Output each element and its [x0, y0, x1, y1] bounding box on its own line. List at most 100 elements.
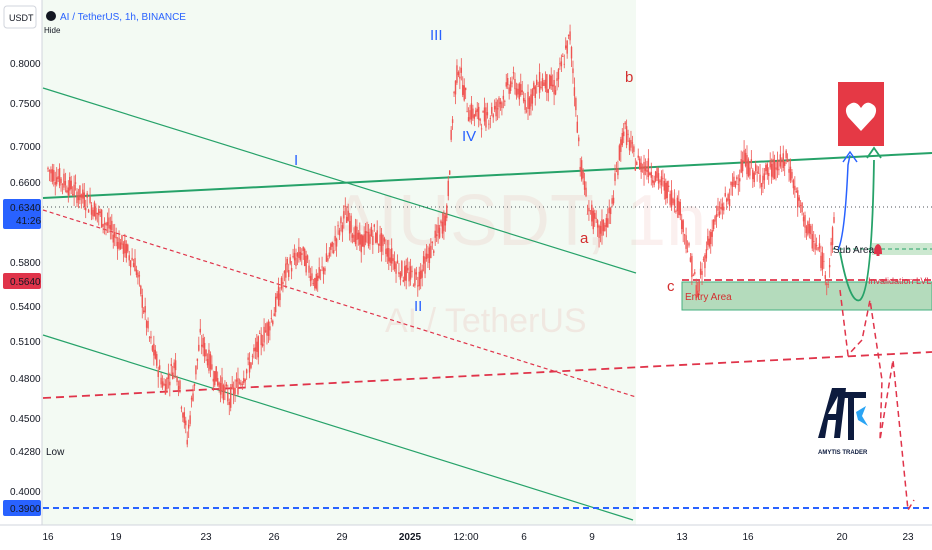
candle-body — [623, 131, 625, 137]
candle-body — [611, 198, 613, 204]
candle-body — [325, 253, 328, 262]
entry-area-zone[interactable] — [681, 281, 932, 311]
y-tick-label: 0.5100 — [10, 337, 41, 348]
candle-body — [678, 200, 680, 215]
candle-body — [71, 194, 74, 196]
hide-badge[interactable]: Hide — [44, 26, 61, 35]
candle-body — [634, 167, 637, 171]
candle-body — [625, 126, 628, 146]
candle-body — [694, 272, 696, 274]
candle-body — [799, 204, 802, 206]
candle-body — [573, 87, 576, 96]
price-tag-target[interactable]: 0.3900 — [3, 500, 41, 516]
price-tag-value: 0.3900 — [10, 504, 41, 515]
time-axis[interactable]: 16 19 23 26 29 2025 12:00 6 9 13 16 20 23 — [0, 524, 932, 550]
price-tag-last[interactable]: 0.6340 41:26 — [3, 199, 41, 229]
candle-body — [538, 72, 541, 93]
wave-label-b: b — [625, 69, 633, 86]
candle-body — [549, 74, 551, 89]
candle-body — [377, 243, 380, 246]
candle-body — [765, 165, 767, 172]
candle-body — [699, 268, 702, 275]
candle-body — [69, 176, 71, 191]
price-tag-low[interactable]: 0.4280 Low — [10, 447, 65, 458]
candle-body — [267, 321, 270, 336]
amytis-caption: AMYTIS TRADER — [818, 450, 868, 456]
candle-body — [360, 234, 362, 253]
candle-body — [409, 266, 412, 280]
candle-body — [537, 85, 539, 87]
candle-body — [95, 207, 97, 220]
candle-body — [462, 85, 464, 95]
candle-body — [119, 242, 122, 250]
candle-body — [190, 397, 193, 400]
candle-body — [815, 245, 818, 247]
candle-body — [776, 160, 779, 171]
candle-body — [56, 177, 58, 185]
candle-body — [211, 364, 213, 370]
currency-label: USDT — [9, 13, 34, 23]
candle-body — [143, 310, 145, 313]
candle-body — [583, 181, 586, 190]
channel-lower-line[interactable] — [42, 334, 634, 521]
red-dashed-support[interactable] — [42, 351, 932, 399]
candle-body — [366, 231, 368, 233]
price-axis[interactable]: USDT 0.80000.75000.70000.66000.62000.580… — [0, 0, 65, 525]
candle-body — [772, 159, 774, 178]
y-tick-label: 0.4800 — [10, 374, 41, 385]
candle-body — [712, 219, 715, 230]
candle-body — [792, 180, 795, 189]
candle-body — [253, 348, 255, 352]
candle-body — [522, 97, 525, 102]
candle-body — [689, 257, 692, 262]
candle-body — [337, 225, 339, 227]
candle-body — [731, 182, 734, 187]
candle-body — [723, 206, 725, 211]
candle-body — [773, 160, 776, 179]
candle-body — [572, 68, 574, 74]
candle-body — [179, 380, 181, 390]
candle-body — [415, 272, 418, 275]
red-dashed-diagonal[interactable] — [42, 209, 637, 398]
candle-body — [346, 216, 348, 223]
candle-body — [578, 137, 580, 142]
candle-body — [356, 226, 358, 241]
candle-body — [240, 382, 242, 385]
projection-blue-path[interactable] — [837, 154, 851, 251]
candle-body — [441, 221, 444, 234]
candle-body — [612, 197, 615, 204]
candle-body — [649, 173, 651, 175]
candle-body — [402, 280, 404, 282]
projection-green-path[interactable] — [839, 159, 875, 302]
candle-body — [303, 248, 306, 266]
candle-body — [493, 106, 496, 110]
alert-bell-icon[interactable] — [874, 244, 882, 256]
heart-badge-icon[interactable] — [838, 82, 884, 146]
candle-body — [83, 192, 85, 207]
candle-body — [156, 354, 158, 366]
channel-upper-line[interactable] — [42, 87, 637, 274]
candle-body — [547, 89, 550, 93]
candle-body — [319, 269, 322, 271]
symbol-title[interactable]: AI / TetherUS, 1h, BINANCE — [60, 12, 186, 23]
price-tag-invalidation[interactable]: 0.5640 — [3, 273, 41, 289]
currency-badge[interactable] — [3, 5, 37, 29]
candle-body — [763, 173, 766, 181]
candle-body — [567, 34, 570, 36]
candle-body — [276, 293, 278, 298]
candle-body — [744, 152, 747, 167]
candle-body — [579, 166, 581, 170]
invalidation-label: Invalidation LVL — [868, 276, 931, 286]
candle-body — [354, 225, 357, 245]
candle-body — [232, 387, 235, 396]
candle-body — [180, 407, 183, 409]
projection-red-dashed[interactable] — [839, 289, 915, 513]
candle-body — [640, 162, 642, 173]
candle-body — [602, 220, 605, 232]
candle-body — [811, 234, 813, 249]
x-tick-label: 12:00 — [453, 532, 478, 543]
candle-body — [166, 378, 168, 390]
candle-body — [263, 326, 265, 343]
candle-body — [87, 209, 90, 213]
